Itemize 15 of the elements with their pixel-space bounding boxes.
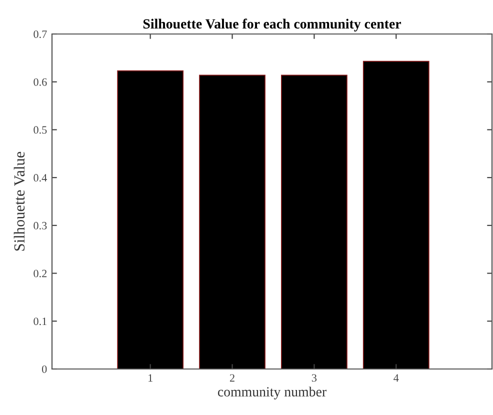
x-tick-label: 2 <box>230 374 234 382</box>
y-tick-label: 0.3 <box>34 222 47 230</box>
y-tick-label: 0.6 <box>34 78 47 86</box>
y-tick-label: 0.4 <box>34 174 47 182</box>
x-tick-label: 4 <box>394 374 399 382</box>
y-tick-label: 0.2 <box>34 270 47 278</box>
y-axis-title: Silhouette Value <box>14 152 25 251</box>
x-axis-title: community number <box>218 386 326 400</box>
y-tick-label: 0.7 <box>34 30 47 38</box>
x-tick-label: 1 <box>148 374 152 382</box>
x-tick-label: 3 <box>312 374 317 382</box>
chart-title: Silhouette Value for each community center <box>143 18 402 32</box>
y-tick-label: 0 <box>42 365 47 373</box>
y-tick-label: 0.1 <box>34 318 46 326</box>
y-tick-label: 0.5 <box>34 126 47 134</box>
